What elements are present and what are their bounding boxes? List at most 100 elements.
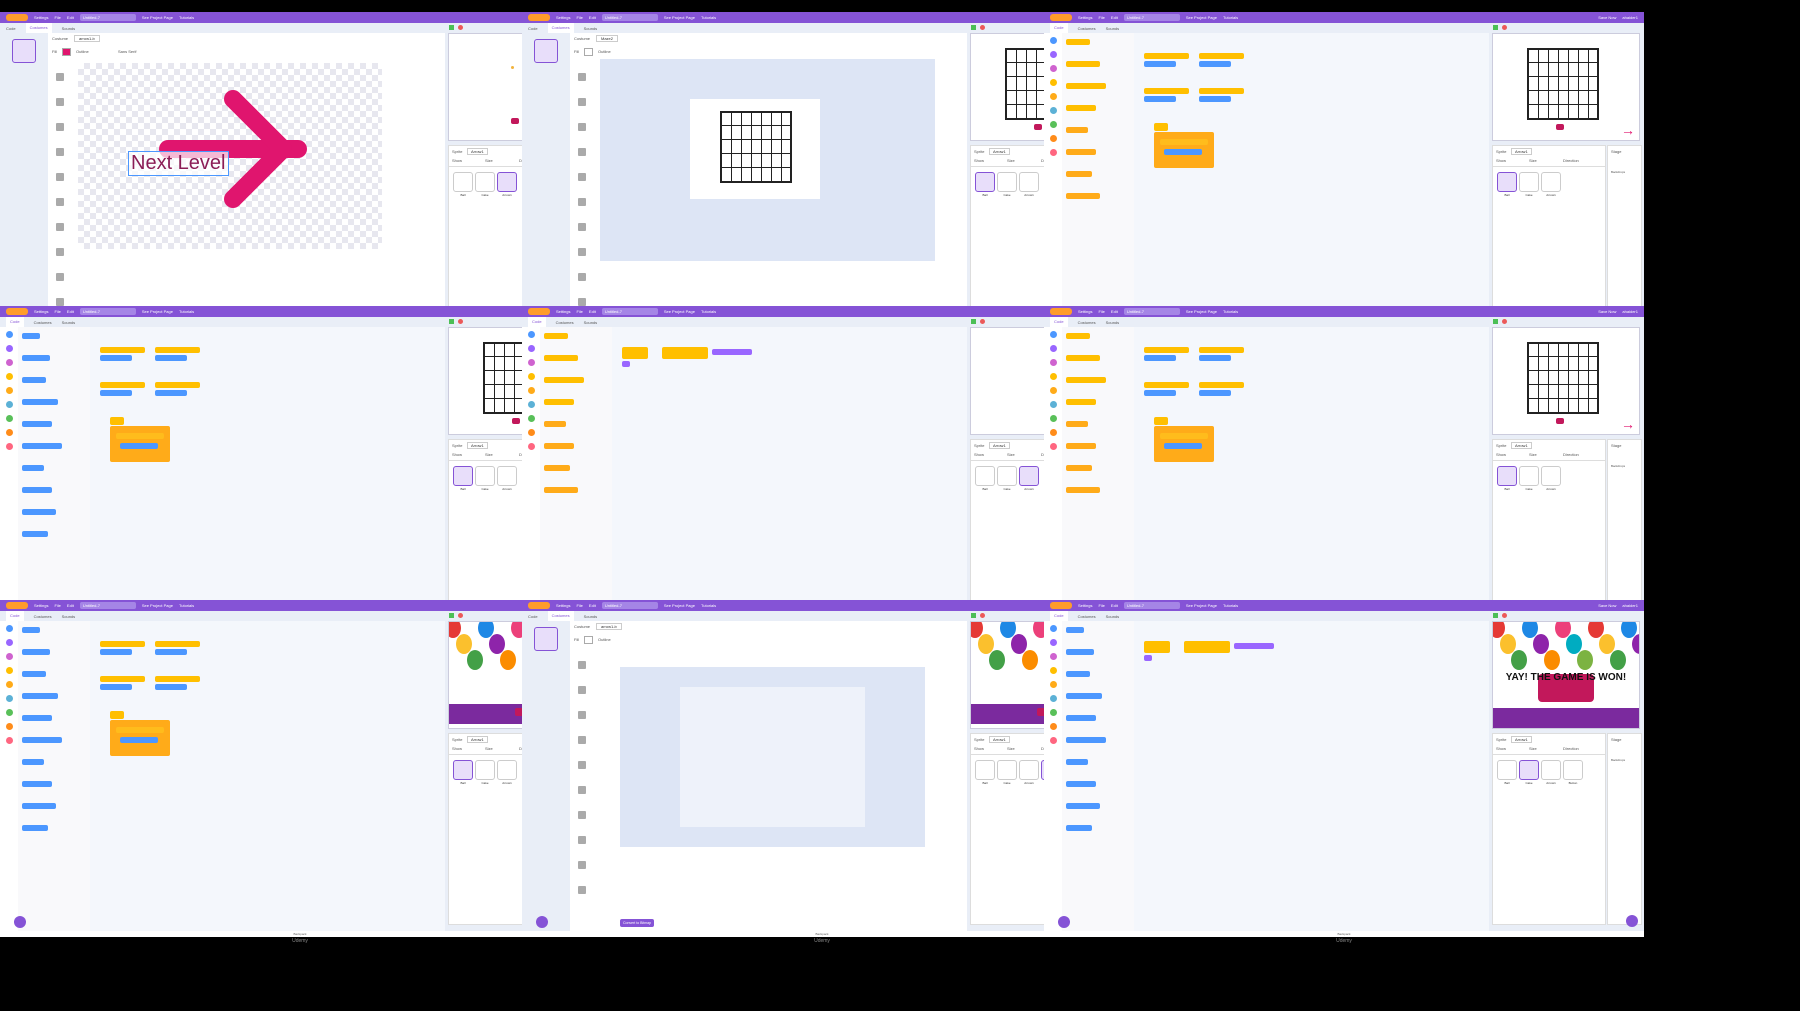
- looks-block[interactable]: [712, 349, 752, 355]
- sprite-name-input[interactable]: Arrow1: [467, 148, 488, 155]
- paint-tool[interactable]: [578, 298, 586, 306]
- see-project-page-button[interactable]: See Project Page: [1185, 603, 1217, 608]
- paint-tool[interactable]: [578, 761, 586, 769]
- event-block[interactable]: [155, 676, 200, 682]
- tab-costumes[interactable]: Costumes: [1077, 25, 1096, 31]
- flag-hat-block[interactable]: [110, 417, 124, 425]
- backpack-bar[interactable]: Backpack: [522, 931, 1122, 937]
- green-flag-icon[interactable]: [971, 25, 976, 30]
- palette-block[interactable]: [1066, 39, 1090, 45]
- green-flag-icon[interactable]: [971, 319, 976, 324]
- see-project-page-button[interactable]: See Project Page: [663, 309, 695, 314]
- backpack-bar[interactable]: Backpack: [1044, 931, 1644, 937]
- palette-block[interactable]: [1066, 355, 1100, 361]
- tab-code[interactable]: Code: [528, 613, 538, 619]
- project-title-input[interactable]: Untitled-7: [79, 308, 136, 315]
- stop-icon[interactable]: [1502, 25, 1507, 30]
- event-block[interactable]: [662, 347, 708, 359]
- motion-block[interactable]: [155, 649, 187, 655]
- category-dot[interactable]: [5, 401, 13, 408]
- scratch-logo[interactable]: [1050, 14, 1072, 21]
- category-dot[interactable]: [1049, 359, 1057, 366]
- paint-tool[interactable]: [578, 273, 586, 281]
- palette-block[interactable]: [1066, 737, 1106, 743]
- scratch-logo[interactable]: [6, 14, 28, 21]
- save-now-button[interactable]: Save Now: [1598, 309, 1617, 314]
- palette-block[interactable]: [22, 399, 58, 405]
- sprite-thumbnail[interactable]: Arrow1: [1541, 172, 1561, 197]
- palette-block[interactable]: [22, 759, 44, 765]
- sprite-thumbnail[interactable]: Cake: [475, 172, 495, 197]
- tab-code[interactable]: Code: [528, 25, 538, 31]
- user-menu[interactable]: ahaider1: [1622, 603, 1638, 608]
- category-dot[interactable]: [1049, 653, 1057, 660]
- palette-block[interactable]: [22, 781, 52, 787]
- scratch-logo[interactable]: [1050, 308, 1072, 315]
- edit-menu[interactable]: Edit: [588, 15, 596, 20]
- extension-button[interactable]: [536, 916, 548, 928]
- category-dot[interactable]: [5, 429, 13, 436]
- settings-menu[interactable]: Settings: [1078, 603, 1093, 608]
- category-dot[interactable]: [527, 359, 535, 366]
- project-title-input[interactable]: Untitled-7: [1123, 14, 1180, 21]
- palette-block[interactable]: [1066, 105, 1096, 111]
- category-dot[interactable]: [1049, 37, 1057, 44]
- sprite-name-input[interactable]: Arrow1: [989, 148, 1010, 155]
- sprite-name-input[interactable]: Arrow1: [467, 442, 488, 449]
- goto-block[interactable]: [1164, 149, 1202, 155]
- settings-menu[interactable]: Settings: [34, 603, 49, 608]
- flag-hat-block[interactable]: [1154, 417, 1168, 425]
- paint-tool[interactable]: [56, 198, 64, 206]
- stop-icon[interactable]: [1502, 319, 1507, 324]
- tab-costumes[interactable]: Costumes: [33, 319, 52, 325]
- file-menu[interactable]: File: [1098, 603, 1105, 608]
- edit-menu[interactable]: Edit: [66, 15, 74, 20]
- font-select[interactable]: Sans Serif: [118, 49, 137, 54]
- paint-tool[interactable]: [578, 711, 586, 719]
- paint-tool[interactable]: [578, 736, 586, 744]
- category-dot[interactable]: [1049, 79, 1057, 86]
- extension-button[interactable]: [1058, 916, 1070, 928]
- sprite-thumbnail[interactable]: Arrow1: [1541, 760, 1561, 785]
- see-project-page-button[interactable]: See Project Page: [1185, 15, 1217, 20]
- project-title-input[interactable]: Untitled-7: [1123, 602, 1180, 609]
- paint-tool[interactable]: [578, 886, 586, 894]
- event-block[interactable]: [155, 347, 200, 353]
- motion-block[interactable]: [1144, 390, 1176, 396]
- sprite-thumbnail[interactable]: Ball: [453, 466, 473, 491]
- sprite-thumbnail[interactable]: Ball: [1497, 466, 1517, 491]
- stop-icon[interactable]: [1502, 613, 1507, 618]
- paint-tool[interactable]: [56, 298, 64, 306]
- tab-costumes[interactable]: Costumes: [1077, 319, 1096, 325]
- category-dot[interactable]: [5, 723, 13, 730]
- palette-block[interactable]: [1066, 83, 1106, 89]
- file-menu[interactable]: File: [576, 309, 583, 314]
- palette-block[interactable]: [1066, 649, 1094, 655]
- category-dot[interactable]: [1049, 149, 1057, 156]
- settings-menu[interactable]: Settings: [556, 309, 571, 314]
- edit-menu[interactable]: Edit: [66, 603, 74, 608]
- motion-block[interactable]: [155, 390, 187, 396]
- paint-tool[interactable]: [578, 786, 586, 794]
- sprite-thumbnail[interactable]: Cake: [1519, 466, 1539, 491]
- convert-to-bitmap-button[interactable]: Convert to Bitmap: [620, 919, 655, 927]
- see-project-page-button[interactable]: See Project Page: [141, 603, 173, 608]
- palette-block[interactable]: [22, 355, 50, 361]
- tutorials-button[interactable]: Tutorials: [700, 309, 717, 314]
- tab-costumes[interactable]: Costumes: [25, 23, 52, 33]
- green-flag-icon[interactable]: [971, 613, 976, 618]
- paint-tool[interactable]: [578, 248, 586, 256]
- green-flag-icon[interactable]: [449, 613, 454, 618]
- tab-sounds[interactable]: Sounds: [61, 319, 76, 325]
- sprite-name-input[interactable]: Arrow1: [1511, 736, 1532, 743]
- palette-block[interactable]: [1066, 333, 1090, 339]
- file-menu[interactable]: File: [54, 603, 61, 608]
- scratch-logo[interactable]: [6, 602, 28, 609]
- category-dot[interactable]: [527, 429, 535, 436]
- if-touching-block[interactable]: [116, 727, 164, 733]
- event-block[interactable]: [1144, 88, 1189, 94]
- palette-block[interactable]: [544, 355, 578, 361]
- event-block[interactable]: [1184, 641, 1230, 653]
- file-menu[interactable]: File: [54, 15, 61, 20]
- sprite-thumbnail[interactable]: Ball: [453, 760, 473, 785]
